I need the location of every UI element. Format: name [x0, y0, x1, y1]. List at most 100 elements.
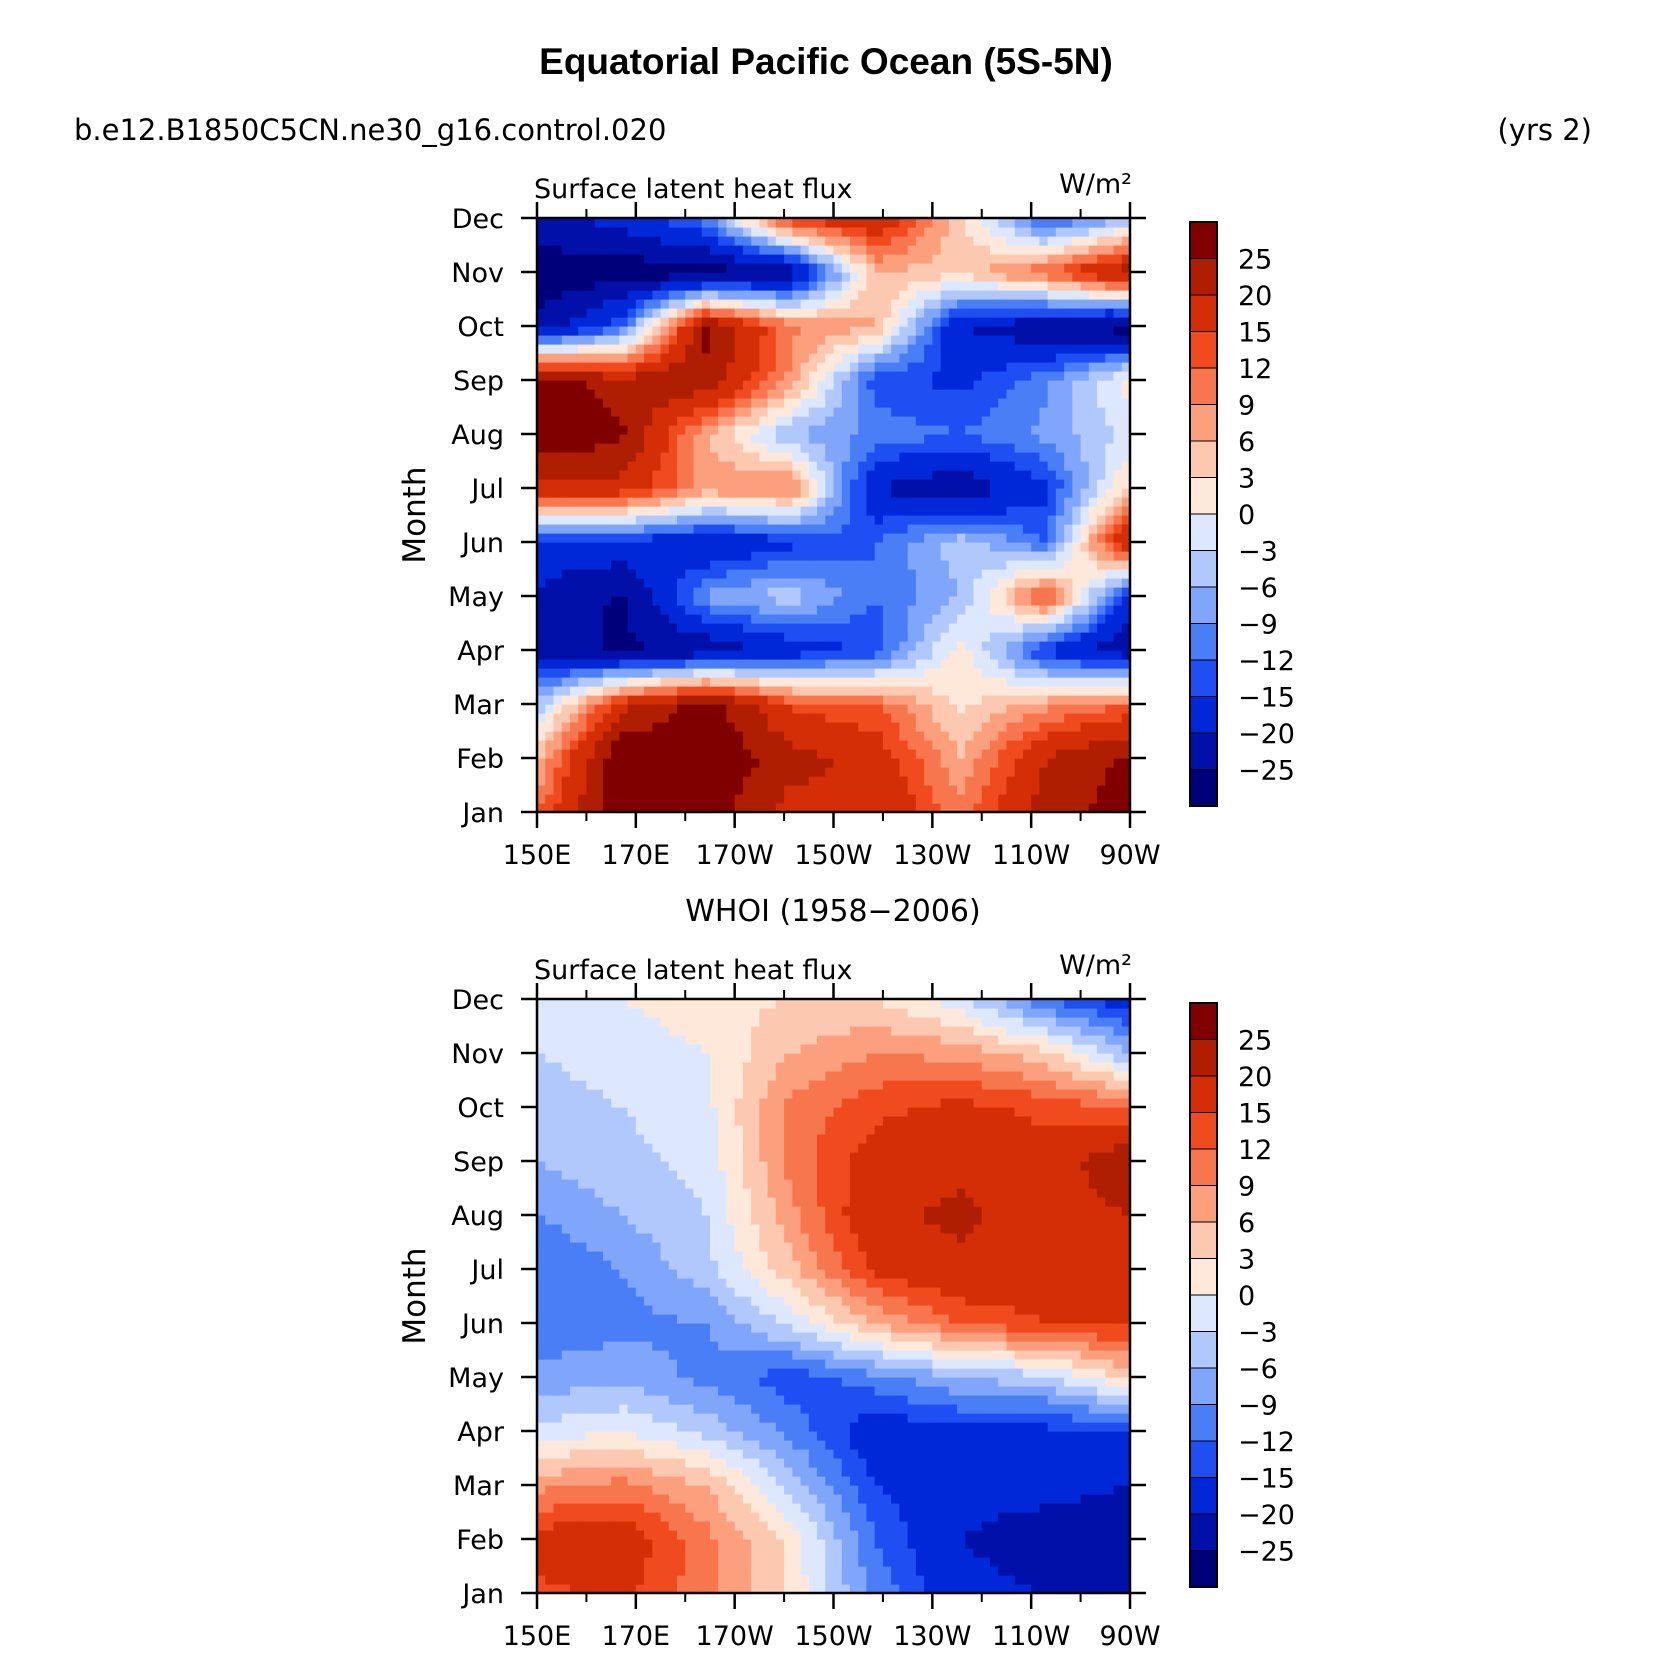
heatmap-cell: [1031, 263, 1041, 273]
heatmap-cell: [924, 686, 933, 696]
heatmap-cell: [537, 785, 546, 795]
heatmap-cell: [660, 731, 670, 741]
heatmap-cell: [685, 425, 695, 435]
heatmap-cell: [891, 686, 900, 696]
heatmap-cell: [759, 362, 769, 372]
heatmap-cell: [1031, 776, 1041, 786]
heatmap-cell: [561, 371, 571, 381]
heatmap-cell: [726, 632, 736, 642]
heatmap-cell: [940, 776, 950, 786]
heatmap-cell: [742, 794, 752, 804]
heatmap-cell: [1072, 308, 1082, 318]
heatmap-cell: [578, 443, 588, 453]
heatmap-cell: [701, 335, 711, 345]
heatmap-cell: [948, 380, 958, 390]
heatmap-cell: [759, 722, 769, 732]
heatmap-cell: [957, 452, 966, 462]
heatmap-cell: [973, 326, 983, 336]
heatmap-cell: [1014, 749, 1024, 759]
heatmap-cell: [858, 758, 868, 768]
heatmap-cell: [973, 767, 983, 777]
heatmap-cell: [775, 353, 785, 363]
heatmap-cell: [965, 407, 975, 417]
heatmap-cell: [858, 632, 868, 642]
heatmap-cell: [940, 452, 950, 462]
heatmap-cell: [792, 659, 802, 669]
heatmap-cell: [841, 272, 851, 282]
heatmap-cell: [891, 479, 900, 489]
heatmap-cell: [874, 641, 884, 651]
heatmap-cell: [981, 479, 991, 489]
heatmap-cell: [849, 281, 859, 291]
heatmap-cell: [915, 596, 925, 606]
heatmap-cell: [734, 461, 744, 471]
heatmap-cell: [677, 326, 686, 336]
heatmap-cell: [1031, 218, 1041, 228]
heatmap-cell: [998, 362, 1008, 372]
heatmap-cell: [644, 659, 653, 669]
heatmap-cell: [924, 335, 933, 345]
heatmap-cell: [1121, 722, 1130, 732]
heatmap-cell: [866, 506, 876, 516]
heatmap-cell: [1097, 740, 1106, 750]
heatmap-cell: [965, 227, 975, 237]
heatmap-cell: [858, 488, 868, 498]
heatmap-cell: [553, 713, 563, 723]
heatmap-cell: [553, 452, 563, 462]
heatmap-cell: [998, 380, 1008, 390]
heatmap-cell: [652, 767, 662, 777]
heatmap-cell: [578, 740, 588, 750]
heatmap-cell: [1031, 299, 1041, 309]
heatmap-cell: [792, 524, 802, 534]
heatmap-cell: [652, 803, 662, 812]
heatmap-cell: [586, 740, 596, 750]
heatmap-cell: [660, 434, 670, 444]
heatmap-cell: [602, 740, 612, 750]
heatmap-cell: [569, 479, 579, 489]
heatmap-cell: [965, 506, 975, 516]
heatmap-cell: [940, 713, 950, 723]
heatmap-cell: [800, 578, 810, 588]
heatmap-cell: [924, 299, 933, 309]
heatmap-cell: [874, 515, 884, 525]
heatmap-cell: [1006, 452, 1016, 462]
heatmap-cell: [677, 308, 686, 318]
heatmap-cell: [1072, 353, 1082, 363]
heatmap-cell: [932, 290, 942, 300]
heatmap-cell: [1097, 1584, 1106, 1593]
heatmap-cell: [726, 317, 736, 327]
heatmap-cell: [677, 533, 686, 543]
heatmap-cell: [545, 497, 555, 507]
heatmap-cell: [932, 605, 942, 615]
heatmap-cell: [915, 686, 925, 696]
heatmap-cell: [685, 740, 695, 750]
heatmap-cell: [1039, 236, 1049, 246]
heatmap-cell: [652, 605, 662, 615]
heatmap-cell: [685, 290, 695, 300]
heatmap-cell: [907, 371, 917, 381]
y-tick-label: May: [448, 582, 504, 613]
heatmap-cell: [808, 488, 818, 498]
heatmap-cell: [586, 488, 596, 498]
heatmap-cell: [1088, 506, 1098, 516]
heatmap-cell: [817, 407, 826, 417]
heatmap-cell: [1006, 470, 1016, 480]
heatmap-cell: [553, 398, 563, 408]
heatmap-cell: [817, 326, 826, 336]
heatmap-cell: [1113, 218, 1123, 228]
heatmap-cell: [775, 776, 785, 786]
heatmap-cell: [751, 722, 760, 732]
heatmap-cell: [817, 560, 826, 570]
heatmap-cell: [866, 434, 876, 444]
heatmap-cell: [569, 596, 579, 606]
heatmap-cell: [833, 695, 843, 705]
heatmap-cell: [940, 569, 950, 579]
heatmap-cell: [734, 524, 744, 534]
heatmap-cell: [833, 587, 843, 597]
heatmap-cell: [767, 416, 777, 426]
heatmap-cell: [825, 227, 835, 237]
heatmap-cell: [849, 695, 859, 705]
heatmap-cell: [537, 533, 546, 543]
heatmap-cell: [1088, 335, 1098, 345]
heatmap-cell: [1031, 308, 1041, 318]
